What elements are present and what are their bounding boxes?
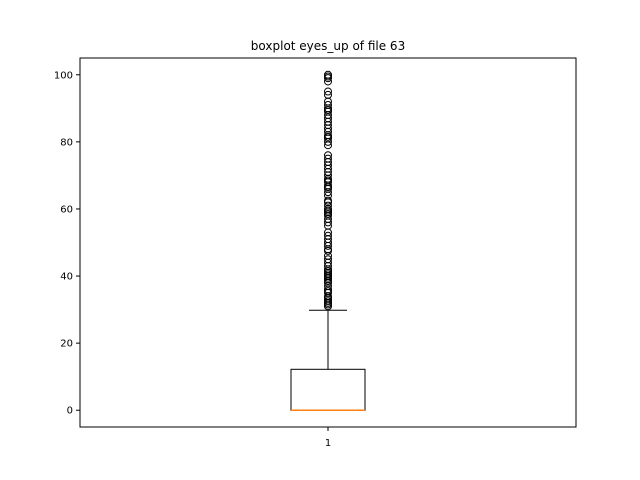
plot-area (290, 70, 366, 411)
flier-point (324, 90, 332, 99)
flier-point (324, 255, 332, 264)
axes-frame (79, 57, 577, 428)
y-tick-label: 0 (67, 406, 73, 417)
flier-point (324, 87, 332, 96)
iqr-box (290, 368, 366, 411)
axes: 1 0 20 40 60 80 100 (54, 57, 577, 449)
y-tick-label: 40 (60, 272, 73, 283)
y-tick-label: 60 (60, 204, 73, 215)
y-tick-label: 80 (60, 137, 73, 148)
y-tick-label: 100 (54, 70, 73, 81)
flier-point (324, 72, 332, 81)
flier-point (324, 154, 332, 163)
flier-point (324, 231, 332, 240)
flier-point (324, 201, 332, 210)
chart-title: boxplot eyes_up of file 63 (251, 39, 405, 53)
flier-point (324, 151, 332, 160)
flier-point (324, 70, 332, 79)
flier-point (324, 196, 332, 205)
flier-point (324, 100, 332, 109)
x-tick-label: 1 (325, 438, 331, 449)
y-tick-label: 20 (60, 339, 73, 350)
